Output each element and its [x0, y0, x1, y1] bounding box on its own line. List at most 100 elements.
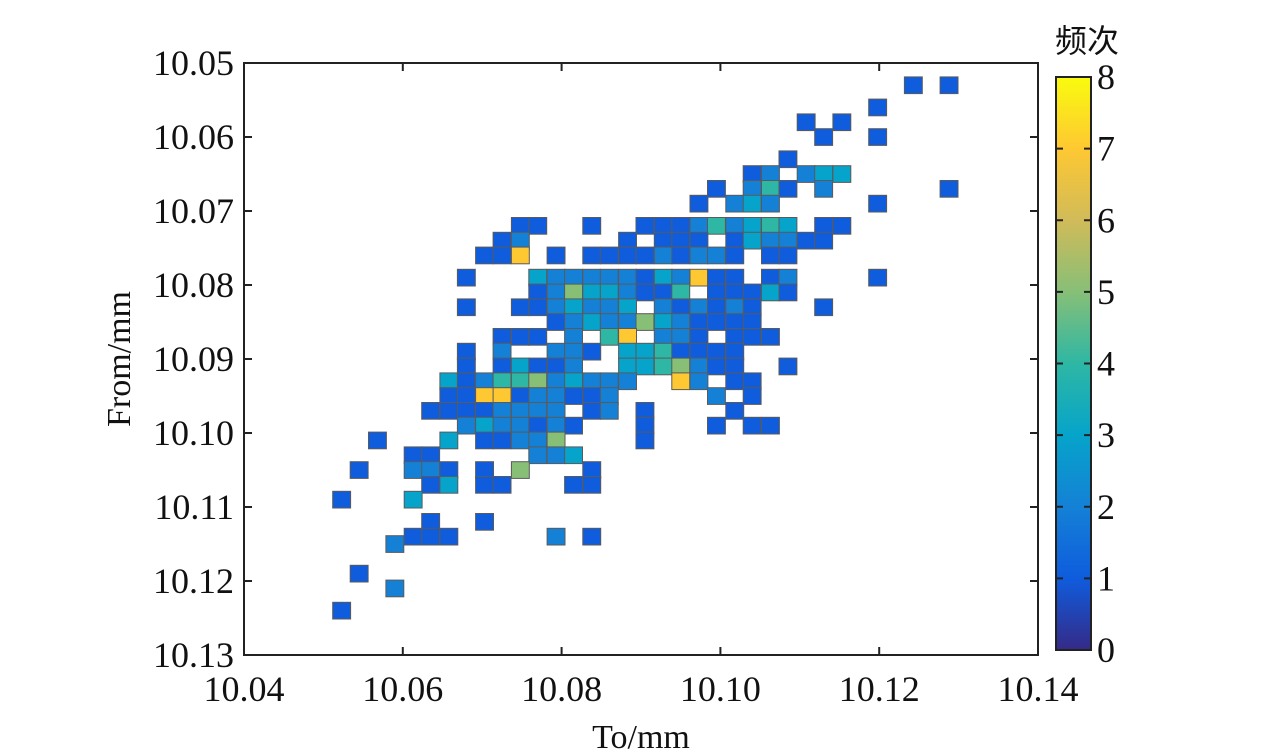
heatmap-cell	[582, 342, 602, 361]
heatmap-cell	[564, 372, 583, 391]
heatmap-cell	[707, 298, 726, 317]
colorbar-tick-label: 4	[1097, 344, 1115, 384]
heatmap-cell	[528, 431, 548, 450]
heatmap-cell	[546, 402, 566, 420]
heatmap-cell	[778, 246, 798, 265]
heatmap-cell	[582, 476, 602, 494]
heatmap-cell	[475, 461, 495, 479]
heatmap-cell	[761, 246, 780, 265]
heatmap-cell	[635, 416, 655, 435]
heatmap-cell	[582, 298, 602, 317]
heatmap-cell	[546, 298, 566, 317]
heatmap-cell	[653, 217, 673, 235]
heatmap-cell	[653, 298, 673, 317]
y-tick-label: 10.05	[153, 43, 234, 83]
heatmap-cell	[707, 217, 726, 235]
heatmap-cell	[618, 313, 637, 331]
heatmap-cell	[368, 431, 387, 450]
heatmap-cell	[528, 446, 548, 465]
heatmap-cell	[510, 231, 530, 250]
heatmap-cells	[332, 76, 959, 620]
heatmap-cell	[510, 372, 530, 391]
heatmap-cell	[492, 328, 512, 346]
heatmap-cell	[761, 217, 780, 235]
heatmap-cell	[492, 357, 512, 376]
heatmap-cell	[546, 446, 566, 465]
heatmap-cell	[671, 328, 691, 346]
heatmap-cell	[618, 268, 637, 287]
heatmap-cell	[671, 313, 691, 331]
heatmap-cell	[528, 372, 548, 391]
heatmap-cell	[332, 490, 352, 509]
heatmap-cell	[618, 231, 637, 250]
heatmap-cell	[671, 298, 691, 317]
heatmap-cell	[761, 328, 780, 346]
heatmap-cell	[528, 283, 548, 302]
x-tick-label: 10.12	[839, 669, 920, 709]
heatmap-cell	[421, 461, 441, 479]
heatmap-cell	[725, 217, 745, 235]
x-tick-label: 10.10	[680, 669, 761, 709]
heatmap-cell	[528, 402, 548, 420]
heatmap-cell	[635, 313, 655, 331]
heatmap-cell	[796, 113, 816, 132]
heatmap-cell	[689, 328, 709, 346]
heatmap-cell	[689, 194, 709, 213]
heatmap-cell	[439, 527, 459, 546]
heatmap-cell	[761, 194, 780, 213]
heatmap-cell	[635, 268, 655, 287]
heatmap-cell	[778, 357, 798, 376]
heatmap-cell	[618, 342, 637, 361]
heatmap-cell	[814, 128, 834, 146]
heatmap-cell	[618, 357, 637, 376]
heatmap-cell	[582, 283, 602, 302]
heatmap-cell	[725, 402, 745, 420]
colorbar-tick-label: 3	[1097, 415, 1115, 455]
heatmap-cell	[635, 357, 655, 376]
heatmap-cell	[456, 298, 476, 317]
heatmap-cell	[564, 313, 583, 331]
heatmap-cell	[403, 527, 423, 546]
heatmap-cell	[546, 357, 566, 376]
heatmap-cell	[564, 476, 583, 494]
x-tick-label: 10.06	[362, 669, 443, 709]
heatmap-cell	[582, 461, 602, 479]
heatmap-cell	[778, 231, 798, 250]
y-tick-label: 10.10	[153, 413, 234, 453]
heatmap-cell	[546, 527, 566, 546]
heatmap-cell	[653, 313, 673, 331]
heatmap-cell	[510, 461, 530, 479]
heatmap-cell	[439, 431, 459, 450]
heatmap-cell	[761, 180, 780, 198]
heatmap-cell	[510, 402, 530, 420]
heatmap-cell	[528, 298, 548, 317]
heatmap-cell	[599, 313, 619, 331]
heatmap-cell	[742, 165, 762, 183]
heatmap-cell	[582, 313, 602, 331]
heatmap-cell	[796, 165, 816, 183]
heatmap-cell	[332, 601, 352, 620]
heatmap-cell	[725, 372, 745, 391]
y-tick-label: 10.12	[153, 561, 234, 601]
heatmap-cell	[778, 150, 798, 169]
heatmap-cell	[528, 357, 548, 376]
heatmap-cell	[725, 298, 745, 317]
heatmap-cell	[421, 513, 441, 531]
y-tick-label: 10.13	[153, 635, 234, 675]
heatmap-cell	[635, 283, 655, 302]
heatmap-cell	[635, 342, 655, 361]
heatmap-cell	[707, 387, 726, 405]
heatmap-cell	[475, 513, 495, 531]
heatmap-cell	[403, 446, 423, 465]
heatmap-cell	[653, 246, 673, 265]
heatmap-cell	[564, 357, 583, 376]
heatmap-cell	[868, 128, 888, 146]
x-tick-label: 10.14	[998, 669, 1079, 709]
heatmap-cell	[492, 246, 512, 265]
heatmap-cell	[742, 231, 762, 250]
heatmap-cell	[761, 416, 780, 435]
heatmap-cell	[582, 217, 602, 235]
heatmap-cell	[671, 217, 691, 235]
heatmap-cell	[868, 98, 888, 117]
